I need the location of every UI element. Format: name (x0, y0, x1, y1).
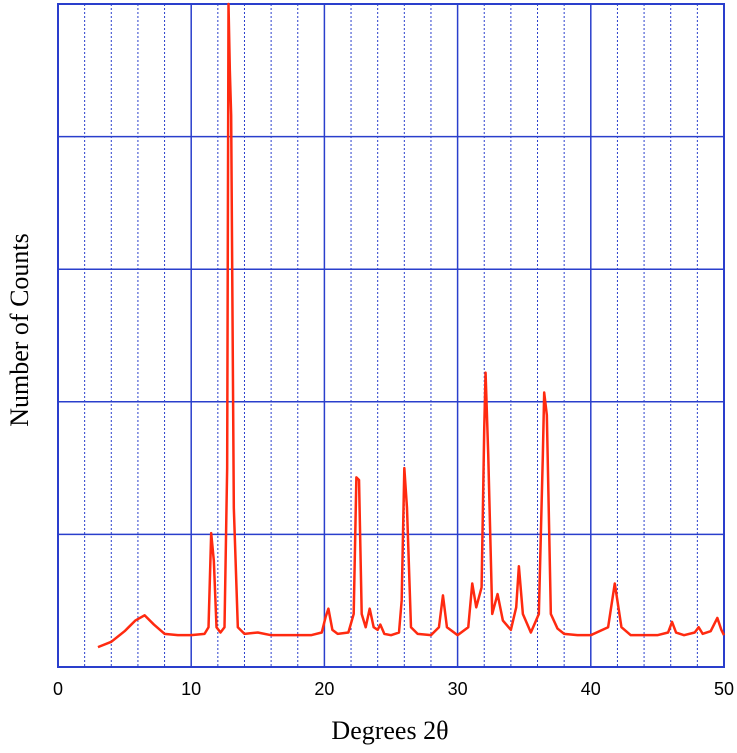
data-line (97, 2, 726, 649)
x-axis-label: Degrees 2θ (331, 716, 448, 745)
x-tick-label: 20 (314, 679, 334, 699)
x-tick-label: 0 (53, 679, 63, 699)
plot-area (57, 3, 725, 668)
y-axis-label: Number of Counts (5, 233, 34, 427)
x-tick-label: 30 (448, 679, 468, 699)
x-tick-label: 10 (181, 679, 201, 699)
x-tick-label: 50 (714, 679, 734, 699)
x-tick-label: 40 (581, 679, 601, 699)
